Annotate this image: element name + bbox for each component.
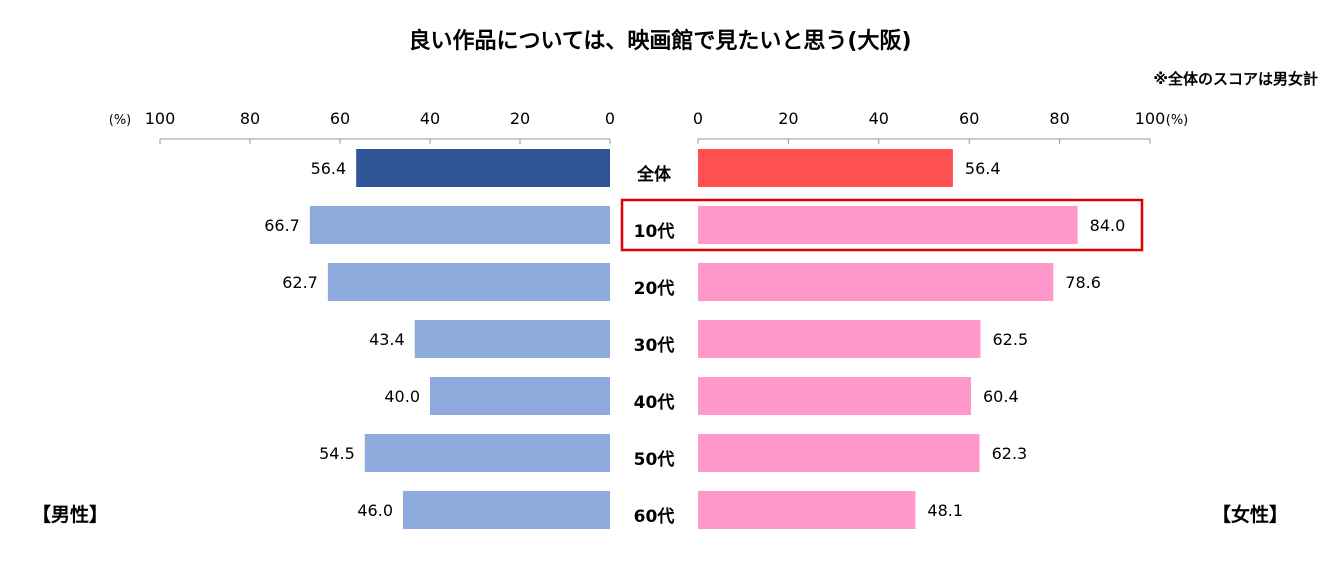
- female-value-label: 78.6: [1065, 273, 1101, 292]
- male-bar: [309, 206, 610, 244]
- right-axis-tick-label: 80: [1049, 109, 1069, 128]
- left-axis-tick-label: 40: [420, 109, 440, 128]
- left-axis-tick-label: 80: [240, 109, 260, 128]
- female-bar: [698, 149, 953, 187]
- male-bar: [403, 491, 610, 529]
- female-bar: [698, 263, 1054, 301]
- female-value-label: 84.0: [1090, 216, 1126, 235]
- category-label: 全体: [636, 164, 672, 185]
- left-axis-tick-label: 100: [145, 109, 176, 128]
- male-bar: [364, 434, 610, 472]
- male-value-label: 56.4: [311, 159, 347, 178]
- male-bar: [356, 149, 610, 187]
- male-bar: [430, 377, 610, 415]
- left-axis-tick-label: 60: [330, 109, 350, 128]
- male-value-label: 66.7: [264, 216, 300, 235]
- female-value-label: 60.4: [983, 387, 1019, 406]
- category-label: 20代: [634, 278, 675, 299]
- right-axis-tick-label: 60: [959, 109, 979, 128]
- male-value-label: 46.0: [357, 501, 393, 520]
- female-bar: [698, 491, 916, 529]
- male-value-label: 40.0: [384, 387, 420, 406]
- male-bar: [414, 320, 610, 358]
- female-side-label: 【女性】: [1212, 503, 1288, 526]
- category-label: 40代: [634, 392, 675, 413]
- category-label: 60代: [634, 506, 675, 527]
- male-value-label: 54.5: [319, 444, 355, 463]
- male-bar: [327, 263, 610, 301]
- female-value-label: 62.3: [992, 444, 1028, 463]
- right-axis-tick-label: 100: [1135, 109, 1166, 128]
- male-side-label: 【男性】: [32, 503, 108, 526]
- right-axis-unit: (%): [1166, 113, 1189, 128]
- category-label: 50代: [634, 449, 675, 470]
- female-value-label: 56.4: [965, 159, 1001, 178]
- right-axis-tick-label: 0: [693, 109, 703, 128]
- category-label: 30代: [634, 335, 675, 356]
- chart-title: 良い作品については、映画館で見たいと思う(大阪): [408, 28, 911, 54]
- male-value-label: 62.7: [282, 273, 318, 292]
- female-bar: [698, 377, 972, 415]
- right-axis-tick-label: 40: [869, 109, 889, 128]
- female-value-label: 62.5: [993, 330, 1029, 349]
- left-axis-tick-label: 0: [605, 109, 615, 128]
- left-axis-tick-label: 20: [510, 109, 530, 128]
- chart-note: ※全体のスコアは男女計: [1153, 70, 1318, 88]
- female-bar: [698, 206, 1078, 244]
- highlight-box: [620, 198, 1144, 252]
- female-value-label: 48.1: [927, 501, 963, 520]
- female-bar: [698, 320, 981, 358]
- right-axis-tick-label: 20: [778, 109, 798, 128]
- left-axis-unit: (%): [109, 113, 132, 128]
- male-value-label: 43.4: [369, 330, 405, 349]
- female-bar: [698, 434, 980, 472]
- category-label: 10代: [634, 221, 675, 242]
